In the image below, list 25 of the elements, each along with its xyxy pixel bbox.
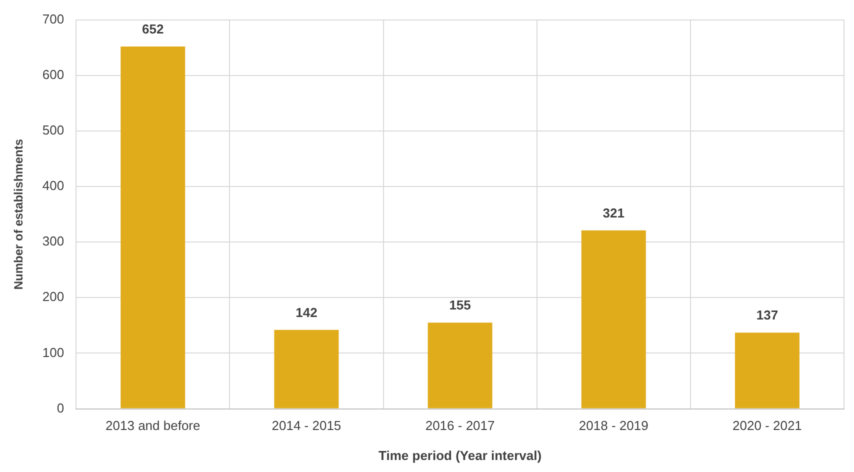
data-label: 155 [449, 298, 471, 313]
data-label: 137 [756, 308, 778, 323]
y-axis-title: Number of establishments [12, 138, 26, 290]
y-tick-label: 0 [56, 400, 64, 416]
y-tick-label: 700 [42, 11, 64, 26]
bar [428, 322, 492, 408]
y-tick-label: 200 [42, 289, 64, 304]
bar [734, 332, 800, 408]
bar [120, 46, 186, 408]
x-tick-label: 2013 and before [106, 418, 200, 434]
y-tick-label: 400 [42, 178, 64, 194]
x-axis-title: Time period (Year interval) [378, 448, 542, 463]
x-tick-label: 2016 - 2017 [425, 418, 495, 434]
y-tick-label: 600 [42, 66, 64, 82]
y-tick-label: 500 [42, 122, 64, 138]
data-label: 321 [602, 205, 624, 220]
x-tick-label: 2020 - 2021 [732, 418, 802, 434]
bar [581, 230, 646, 408]
x-tick-label: 2014 - 2015 [272, 418, 342, 434]
x-tick-label: 2018 - 2019 [578, 418, 648, 434]
bar [274, 330, 339, 408]
y-tick-label: 100 [42, 344, 64, 360]
y-tick-label: 300 [42, 234, 64, 249]
data-label: 142 [296, 304, 318, 320]
data-label: 652 [142, 22, 164, 37]
